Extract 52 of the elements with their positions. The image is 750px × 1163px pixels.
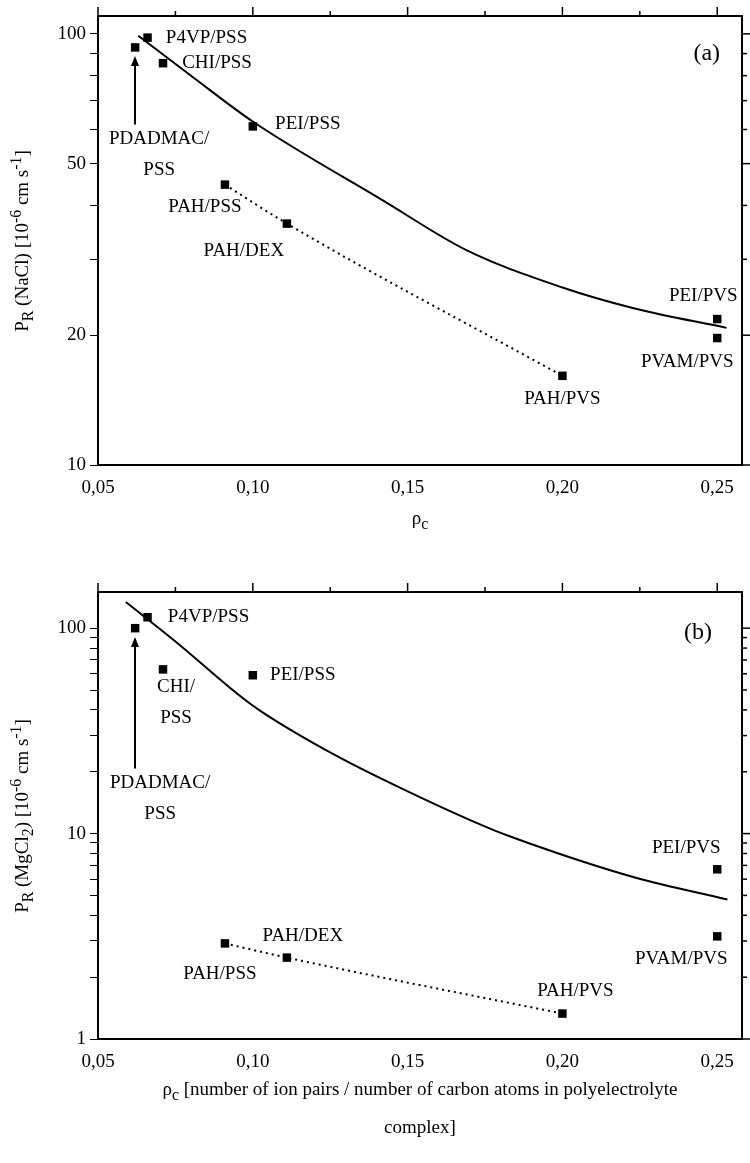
annotation: P4VP/PSS xyxy=(167,605,250,627)
y-tick-label: 100 xyxy=(57,21,86,43)
y-tick-label: 10 xyxy=(67,452,86,474)
y-tick-label: 100 xyxy=(57,616,86,638)
point xyxy=(712,865,722,874)
annotation: CHI/ PSS xyxy=(157,674,196,727)
annotation: PEI/PSS xyxy=(270,663,336,685)
annotation: PEI/PVS xyxy=(668,284,738,306)
x-tick-label: 0,15 xyxy=(390,476,425,498)
point xyxy=(558,371,567,381)
annotation: PEI/PVS xyxy=(651,836,721,858)
annotation: (b) xyxy=(684,618,712,645)
annotation: PAH/PSS xyxy=(183,962,257,984)
x-tick-label: 0,20 xyxy=(545,1050,580,1072)
annotation: PDADMAC/ PSS xyxy=(109,126,211,179)
x-tick-label: 0,10 xyxy=(236,1050,270,1072)
x-tick-label: 0,05 xyxy=(81,1050,115,1072)
point xyxy=(248,122,258,131)
point xyxy=(143,613,152,622)
point xyxy=(558,1009,567,1018)
annotation: PAH/PSS xyxy=(168,194,242,216)
annotation: P4VP/PSS xyxy=(165,25,248,47)
annotation: PAH/DEX xyxy=(203,238,285,260)
x-tick-label: 0,10 xyxy=(236,476,270,498)
annotation: PEI/PSS xyxy=(275,112,341,134)
x-tick-label: 0,20 xyxy=(545,476,580,498)
y-tick-label: 1 xyxy=(76,1026,86,1048)
x-axis-title: ρ$_{c}$ xyxy=(410,506,430,534)
point xyxy=(282,953,292,962)
point xyxy=(220,180,230,189)
y-tick-label: 10 xyxy=(67,821,86,843)
x-axis-title: ρ$_{c}$ [number of ion pairs / number of carbon atoms in polyelectrolyte complex] xyxy=(161,1077,679,1139)
point xyxy=(712,932,722,941)
annotation: PVAM/PVS xyxy=(634,947,728,969)
point xyxy=(282,219,292,228)
y-tick-label: 50 xyxy=(67,151,86,173)
point xyxy=(158,665,168,674)
x-tick-label: 0,25 xyxy=(700,1050,734,1072)
x-tick-label: 0,25 xyxy=(700,476,734,498)
y-tick-label: 20 xyxy=(67,323,86,345)
annotation: PAH/PVS xyxy=(524,386,601,408)
annotation: PAH/PVS xyxy=(537,978,614,1000)
annotation: PDADMAC/ PSS xyxy=(110,770,212,823)
x-tick-label: 0,05 xyxy=(81,476,115,498)
x-tick-label: 0,15 xyxy=(390,1050,425,1072)
annotation: PAH/DEX xyxy=(262,923,344,945)
annotation: PVAM/PVS xyxy=(640,350,734,372)
annotation: CHI/PSS xyxy=(182,51,252,73)
point xyxy=(143,33,152,42)
point xyxy=(220,939,230,948)
point xyxy=(130,43,140,52)
annotation: (a) xyxy=(693,39,721,66)
